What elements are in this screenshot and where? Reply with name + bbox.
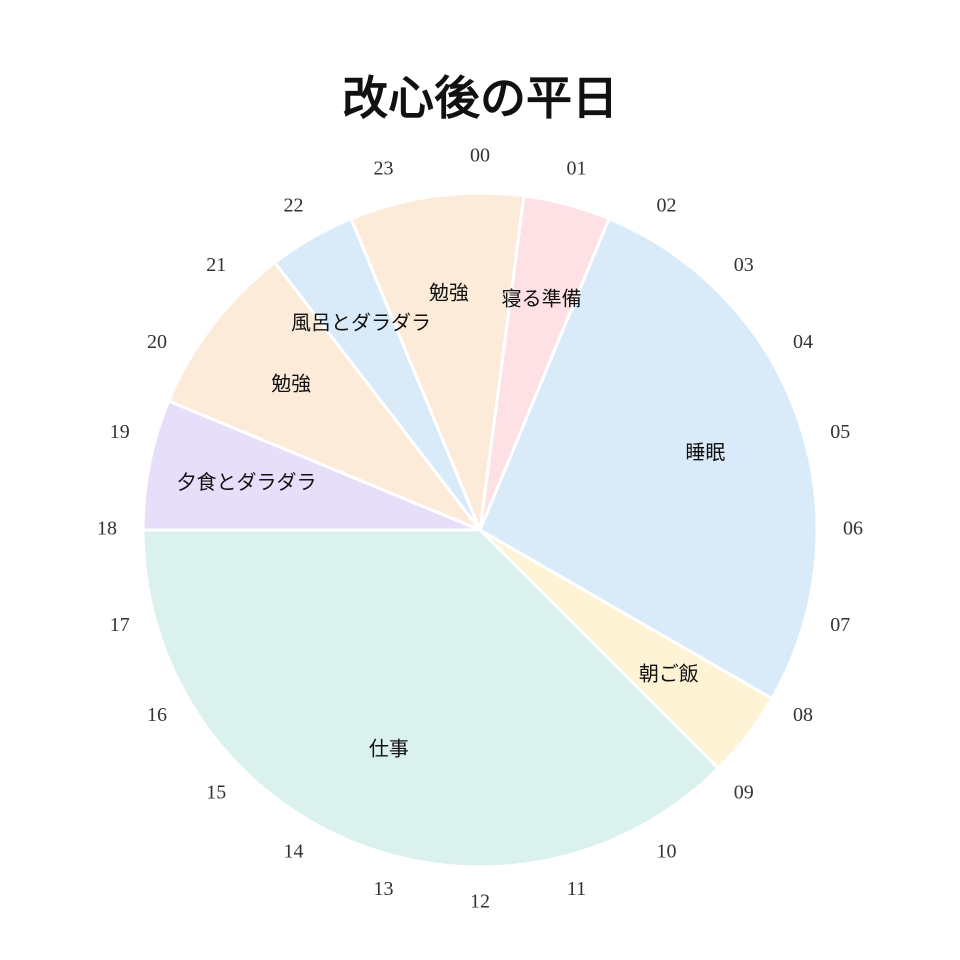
hour-label-08: 08 [793, 704, 813, 726]
slice-6 [349, 191, 526, 532]
hour-label-11: 11 [567, 878, 586, 900]
slice-label-1: 朝ご飯 [639, 661, 699, 685]
hour-label-05: 05 [830, 421, 850, 443]
hour-labels-layer: 00 01 02 03 04 05 06 07 08 09 10 11 12 13 14 15 16 17 18 19… [97, 145, 863, 913]
slice-3 [141, 399, 482, 532]
hour-label-16: 16 [147, 704, 167, 726]
slice-label-4: 勉強 [271, 372, 311, 396]
hour-label-22: 22 [284, 195, 304, 217]
hour-label-15: 15 [206, 781, 226, 803]
hour-label-17: 17 [110, 614, 130, 636]
slice-label-3: 夕食とダラダラ [177, 470, 317, 494]
hour-label-23: 23 [373, 157, 393, 179]
slice-label-2: 仕事 [369, 736, 409, 760]
hour-label-07: 07 [830, 614, 850, 636]
chart-title: 改心後の平日 [342, 71, 618, 125]
hour-label-13: 13 [373, 878, 393, 900]
hour-label-18: 18 [97, 518, 117, 540]
hour-label-21: 21 [206, 254, 226, 276]
slice-4 [167, 261, 482, 532]
hour-label-03: 03 [734, 254, 754, 276]
slice-7 [478, 194, 611, 532]
hour-label-09: 09 [734, 781, 754, 803]
hour-label-20: 20 [147, 331, 167, 353]
hour-label-12: 12 [470, 891, 490, 913]
hour-label-10: 10 [657, 841, 677, 863]
hour-label-01: 01 [567, 157, 587, 179]
hour-label-00: 00 [470, 145, 490, 167]
hour-label-04: 04 [793, 331, 813, 353]
hour-label-02: 02 [657, 195, 677, 217]
slice-label-7: 寝る準備 [502, 287, 582, 311]
slice-label-0: 睡眠 [685, 440, 725, 464]
hour-label-19: 19 [110, 421, 130, 443]
slices-layer [141, 191, 819, 869]
slice-2 [141, 528, 720, 869]
slice-label-5: 風呂とダラダラ [291, 310, 431, 334]
hour-label-06: 06 [843, 518, 863, 540]
slice-label-6: 勉強 [429, 281, 469, 305]
hour-label-14: 14 [284, 841, 304, 863]
